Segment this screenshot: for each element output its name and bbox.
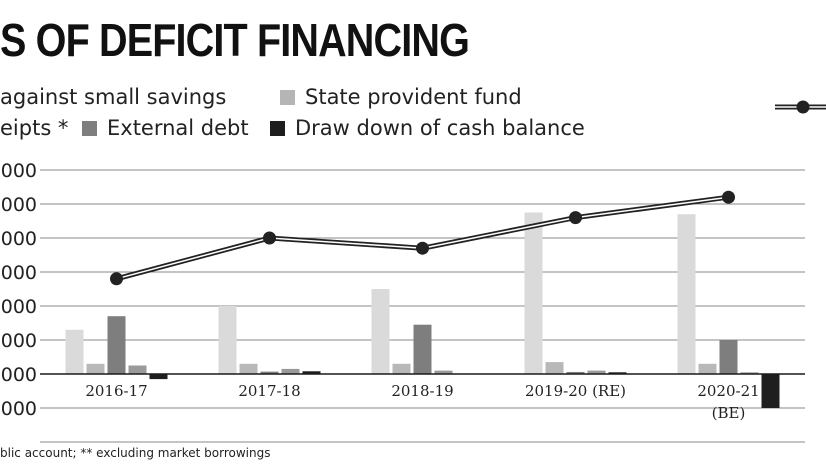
legend-swatch-external-debt [82, 121, 97, 136]
x-tick-label: 2016-17 [85, 382, 147, 400]
bar-state_pf [698, 363, 717, 374]
y-tick-label: 000 [1, 160, 37, 182]
bar-small_savings [65, 329, 84, 374]
bar-other_receipts [740, 372, 759, 374]
bar-small_savings [677, 214, 696, 374]
chart-title: S OF DEFICIT FINANCING [0, 14, 470, 66]
legend-label-cash-drawdown: Draw down of cash balance [295, 116, 585, 140]
bar-cash_drawdown [149, 374, 168, 380]
legend-swatch-state-pf [280, 90, 295, 105]
bar-external_debt [107, 316, 126, 374]
legend-item-cash-drawdown: Draw down of cash balance [270, 116, 585, 140]
bar-small_savings [218, 306, 237, 374]
bar-cash_drawdown [761, 374, 780, 408]
bar-other_receipts [128, 365, 147, 374]
bar-state_pf [239, 363, 258, 374]
bar-other_receipts [281, 368, 300, 374]
bar-cash_drawdown [302, 371, 321, 374]
x-tick-label: 2020-21 [697, 382, 759, 400]
legend-label-external-debt: External debt [107, 116, 249, 140]
legend-label-state-pf: State provident fund [305, 85, 522, 109]
bar-external_debt [413, 324, 432, 374]
x-tick-labels: 2016-17 2017-18 2018-19 2019-20 (RE) 2020-21… [85, 382, 759, 422]
bar-other_receipts [587, 370, 606, 374]
legend-item-state-pf: State provident fund [280, 85, 522, 109]
y-tick-label: 000 [1, 398, 37, 420]
legend-item-other-receipts: eipts * [0, 116, 68, 140]
bar-other_receipts [434, 370, 453, 374]
bar-external_debt [719, 340, 738, 374]
y-tick-labels: 000000000000000000000000000000 [0, 160, 37, 420]
bars [65, 212, 780, 408]
x-tick-label: 2017-18 [238, 382, 300, 400]
legend-line-point [796, 100, 810, 114]
legend-item-external-debt: External debt [82, 116, 249, 140]
bar-small_savings [524, 212, 543, 374]
trend-point [722, 190, 735, 204]
trend-point [263, 231, 276, 245]
legend-label-other-receipts: eipts * [0, 116, 69, 140]
legend-line-marker [775, 100, 826, 114]
x-tick-label: 2019-20 (RE) [525, 382, 626, 400]
legend-item-small-savings: against small savings [0, 85, 226, 109]
bar-external_debt [566, 371, 585, 374]
x-tick-label: 2018-19 [391, 382, 453, 400]
bar-state_pf [545, 362, 564, 374]
bar-state_pf [86, 363, 105, 374]
bar-external_debt [260, 371, 279, 374]
bar-state_pf [392, 363, 411, 374]
trend-line [110, 190, 735, 286]
bar-cash_drawdown [608, 372, 627, 374]
trend-point [569, 211, 582, 225]
bar-small_savings [371, 289, 390, 374]
legend-swatch-cash-drawdown [270, 121, 285, 136]
trend-point [416, 241, 429, 255]
x-tick-label-suffix: (BE) [712, 404, 746, 422]
trend-point [110, 272, 123, 286]
footnote: blic account; ** excluding market borrow… [0, 446, 271, 460]
legend-label-small-savings: against small savings [0, 85, 227, 109]
